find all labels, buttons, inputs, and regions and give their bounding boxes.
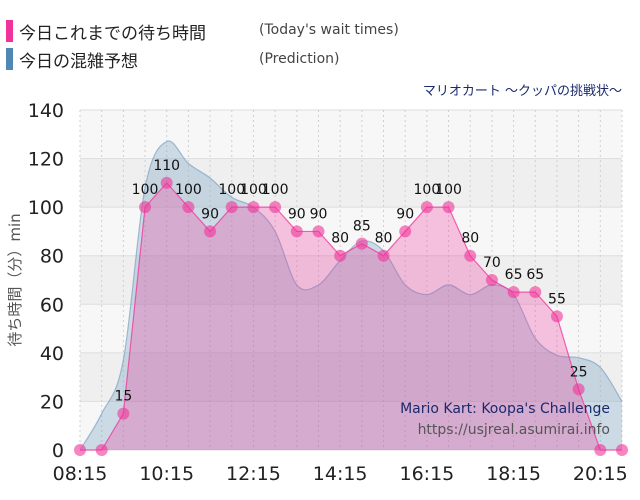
x-tick-label: 18:15 (486, 463, 541, 485)
actual-point (312, 225, 325, 238)
actual-point (160, 176, 173, 189)
actual-point (139, 201, 152, 214)
data-label: 15 (114, 389, 132, 405)
plot-band (80, 401, 622, 450)
x-tick-label: 08:15 (53, 463, 108, 485)
data-label: 65 (526, 267, 544, 283)
actual-point (529, 286, 542, 299)
data-label: 80 (461, 231, 479, 247)
actual-point (225, 201, 238, 214)
prediction-area (80, 141, 622, 451)
y-tick-label: 0 (52, 440, 64, 462)
legend-actual-swatch (6, 20, 13, 42)
legend-actual-label: 今日これまでの待ち時間 (19, 23, 206, 44)
plot-band (80, 304, 622, 353)
actual-point (95, 444, 108, 456)
data-label: 25 (570, 364, 588, 380)
actual-point (616, 444, 628, 456)
actual-point (442, 201, 455, 214)
data-label: 100 (132, 182, 159, 198)
plot-band (80, 352, 622, 402)
x-tick-label: 20:15 (573, 463, 628, 485)
actual-point (355, 237, 368, 250)
y-tick-label: 120 (28, 149, 64, 171)
plot-band (80, 207, 622, 256)
actual-area (80, 182, 622, 450)
actual-point (420, 201, 433, 214)
data-label: 100 (262, 182, 289, 198)
actual-point (269, 201, 282, 214)
data-label: 100 (218, 182, 245, 198)
legend-actual-sub: (Today's wait times) (259, 22, 399, 38)
data-label: 65 (505, 267, 523, 283)
y-tick-label: 140 (28, 100, 64, 122)
data-label: 55 (548, 291, 566, 307)
actual-point (182, 201, 195, 214)
data-label: 90 (310, 206, 328, 222)
actual-point (377, 249, 390, 262)
data-label: 100 (414, 182, 441, 198)
attraction-subtitle: マリオカート 〜クッパの挑戦状〜 (422, 84, 622, 99)
data-label: 90 (288, 206, 306, 222)
x-tick-label: 14:15 (313, 463, 368, 485)
y-tick-label: 40 (40, 343, 64, 365)
actual-point (74, 444, 86, 456)
y-tick-label: 100 (28, 197, 64, 219)
actual-point (485, 274, 498, 286)
legend-actual: 今日これまでの待ち時間 (6, 18, 206, 44)
data-label: 85 (353, 219, 371, 235)
data-label: 110 (153, 158, 180, 174)
x-tick-label: 16:15 (399, 463, 454, 485)
legend-prediction: 今日の混雑予想 (6, 46, 138, 72)
actual-point (334, 249, 347, 262)
data-label: 90 (201, 206, 219, 222)
actual-point (247, 201, 260, 214)
actual-point (204, 225, 217, 238)
y-axis-label: 待ち時間（分）min (6, 213, 24, 346)
plot-band (80, 110, 622, 159)
actual-point (507, 286, 520, 299)
attribution-url: https://usjreal.asumirai.info (417, 422, 610, 438)
actual-point (550, 310, 563, 323)
actual-point (290, 225, 303, 238)
data-label: 100 (175, 182, 202, 198)
x-tick-label: 12:15 (226, 463, 281, 485)
data-label: 90 (396, 206, 414, 222)
y-tick-label: 60 (40, 294, 64, 316)
actual-point (594, 444, 607, 456)
actual-point (117, 407, 130, 420)
data-label: 80 (331, 231, 349, 247)
y-tick-label: 80 (40, 246, 64, 268)
data-label: 100 (240, 182, 267, 198)
legend-prediction-label: 今日の混雑予想 (19, 51, 138, 72)
y-tick-label: 20 (40, 391, 64, 413)
legend-prediction-swatch (6, 48, 13, 70)
data-label: 70 (483, 255, 501, 271)
data-label: 100 (435, 182, 462, 198)
actual-point (464, 249, 477, 262)
attribution-title: Mario Kart: Koopa's Challenge (400, 401, 610, 417)
data-label: 80 (375, 231, 393, 247)
actual-point (399, 225, 412, 238)
actual-point (572, 383, 585, 396)
legend-prediction-sub: (Prediction) (259, 51, 340, 67)
x-tick-label: 10:15 (139, 463, 194, 485)
